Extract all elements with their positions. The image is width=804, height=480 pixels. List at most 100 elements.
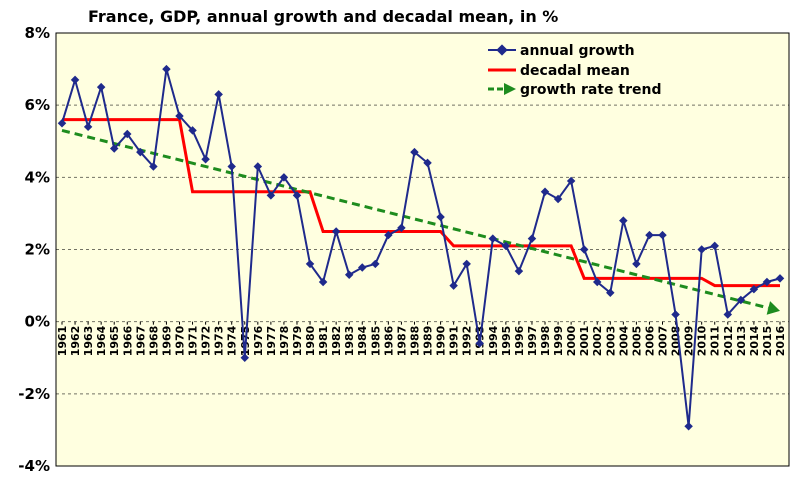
growth-trend-series bbox=[61, 128, 780, 315]
annual-growth-point bbox=[227, 162, 236, 171]
annual-growth-point bbox=[358, 263, 367, 272]
x-tick-label: 1998 bbox=[539, 326, 552, 357]
x-tick-label: 2000 bbox=[565, 325, 578, 356]
x-tick-label: 1964 bbox=[95, 325, 108, 356]
y-tick-label: 0% bbox=[25, 313, 50, 331]
x-tick-label: 1977 bbox=[265, 326, 278, 357]
annual-growth-point bbox=[514, 266, 524, 276]
annual-growth-point bbox=[136, 147, 145, 157]
annual-growth-point bbox=[253, 162, 263, 171]
annual-growth-point bbox=[344, 270, 354, 280]
annual-growth-point bbox=[57, 118, 67, 128]
legend-trend-label: growth rate trend bbox=[520, 82, 662, 98]
legend-annual-marker bbox=[496, 44, 508, 56]
annual-growth-point bbox=[201, 155, 210, 164]
annual-growth-point bbox=[736, 295, 746, 305]
annual-growth-point bbox=[240, 353, 250, 362]
annual-growth-point bbox=[775, 274, 785, 283]
x-tick-label: 1976 bbox=[252, 325, 265, 356]
annual-growth-point bbox=[410, 147, 419, 157]
x-tick-label: 2001 bbox=[578, 326, 591, 357]
x-tick-label: 2009 bbox=[683, 326, 696, 357]
annual-growth-point bbox=[331, 227, 341, 236]
x-tick-label: 2005 bbox=[630, 326, 643, 357]
annual-growth-point bbox=[684, 422, 693, 431]
x-tick-label: 1986 bbox=[382, 325, 395, 356]
annual-growth-point bbox=[397, 223, 406, 233]
x-tick-label: 1996 bbox=[513, 325, 526, 356]
x-tick-label: 1969 bbox=[160, 326, 173, 357]
x-tick-label: 1982 bbox=[330, 326, 343, 357]
decadal-mean-series bbox=[62, 118, 780, 288]
x-tick-label: 1978 bbox=[278, 326, 291, 357]
decadal-mean-line bbox=[62, 118, 780, 288]
x-tick-label: 2010 bbox=[696, 325, 709, 356]
annual-growth-point bbox=[671, 310, 680, 319]
y-tick-label: -4% bbox=[18, 457, 50, 475]
annual-growth-point bbox=[423, 158, 432, 168]
y-axis-ticks: 8% 6% 4% 2% 0% -2% -4% bbox=[18, 24, 50, 475]
legend-decadal-label: decadal mean bbox=[520, 63, 630, 79]
x-tick-label: 1987 bbox=[395, 326, 408, 357]
annual-growth-point bbox=[371, 259, 380, 269]
x-tick-label: 1984 bbox=[356, 325, 369, 356]
x-tick-label: 1979 bbox=[291, 326, 304, 357]
x-tick-label: 1991 bbox=[448, 326, 461, 357]
x-tick-label: 1967 bbox=[134, 326, 147, 357]
annual-growth-point bbox=[266, 191, 276, 200]
annual-growth-point bbox=[279, 173, 289, 182]
x-tick-label: 2015 bbox=[761, 326, 774, 357]
annual-growth-point bbox=[501, 241, 511, 251]
annual-growth-point bbox=[70, 75, 80, 85]
y-tick-label: 4% bbox=[25, 168, 50, 186]
annual-growth-point bbox=[606, 288, 615, 298]
x-tick-label: 1968 bbox=[147, 326, 160, 357]
y-tick-label: 8% bbox=[25, 24, 50, 42]
annual-growth-point bbox=[592, 277, 602, 287]
annual-growth-point bbox=[96, 82, 106, 92]
annual-growth-point bbox=[162, 64, 171, 74]
x-tick-label: 1992 bbox=[461, 326, 474, 357]
x-tick-label: 2006 bbox=[643, 325, 656, 356]
x-tick-label: 1966 bbox=[121, 325, 134, 356]
annual-growth-point bbox=[632, 259, 641, 269]
x-tick-label: 1983 bbox=[343, 326, 356, 357]
x-tick-label: 1995 bbox=[500, 326, 513, 357]
x-tick-label: 1971 bbox=[187, 326, 200, 357]
x-tick-label: 2004 bbox=[617, 325, 630, 356]
x-tick-label: 2014 bbox=[748, 325, 761, 356]
annual-growth-point bbox=[723, 310, 733, 319]
x-tick-label: 1994 bbox=[487, 325, 500, 356]
annual-growth-point bbox=[462, 259, 471, 269]
x-tick-label: 1997 bbox=[526, 326, 539, 357]
annual-growth-point bbox=[749, 284, 759, 294]
x-tick-label: 2011 bbox=[709, 326, 722, 357]
annual-growth-point bbox=[83, 122, 93, 132]
chart-title: France, GDP, annual growth and decadal m… bbox=[88, 7, 558, 26]
trend-line bbox=[61, 128, 769, 310]
legend-annual-label: annual growth bbox=[520, 43, 635, 59]
x-tick-label: 1989 bbox=[422, 326, 435, 357]
gridlines bbox=[56, 104, 789, 395]
annual-growth-point bbox=[123, 129, 132, 139]
x-tick-label: 1990 bbox=[435, 325, 448, 356]
x-tick-label: 1974 bbox=[226, 325, 239, 356]
annual-growth-point bbox=[762, 277, 772, 287]
x-tick-label: 1963 bbox=[82, 326, 95, 357]
annual-growth-point bbox=[188, 126, 197, 135]
y-tick-label: 2% bbox=[25, 241, 50, 259]
y-tick-label: -2% bbox=[18, 385, 50, 403]
x-tick-label: 1999 bbox=[552, 326, 565, 357]
x-tick-label: 1962 bbox=[69, 326, 82, 357]
annual-growth-point bbox=[318, 277, 328, 287]
legend: annual growth decadal mean growth rate t… bbox=[488, 43, 662, 98]
x-tick-label: 2002 bbox=[591, 326, 604, 357]
x-tick-label: 1965 bbox=[108, 326, 121, 357]
annual-growth-point bbox=[175, 111, 184, 121]
x-tick-label: 1985 bbox=[369, 326, 382, 357]
annual-growth-point bbox=[436, 212, 445, 222]
x-axis-ticks: 1961 1962 1963 1964 1965 1966 1967 1968 1969 1970… bbox=[56, 321, 787, 357]
x-tick-label: 1972 bbox=[200, 326, 213, 357]
x-tick-label: 1981 bbox=[317, 326, 330, 357]
x-tick-label: 2007 bbox=[657, 326, 670, 357]
